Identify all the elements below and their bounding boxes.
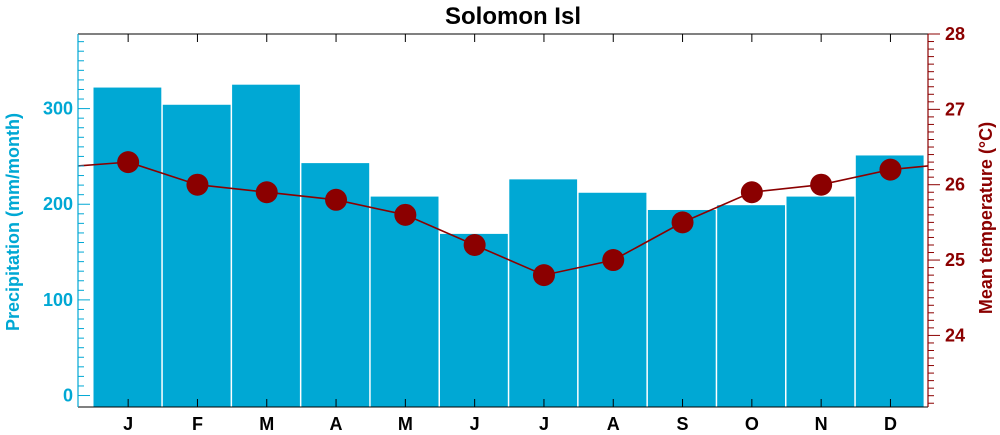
- temp-point-12: [879, 158, 902, 181]
- temperature-line: [77, 151, 929, 287]
- month-label: A: [330, 414, 343, 434]
- plot-frame: [77, 33, 929, 408]
- month-label: N: [815, 414, 828, 434]
- precipitation-bars: [93, 84, 924, 408]
- precip-bar-7: [509, 179, 578, 407]
- precip-bar-1: [93, 87, 162, 408]
- temp-point-6: [463, 233, 486, 256]
- right-tick-label: 25: [945, 250, 965, 270]
- month-label: J: [470, 414, 480, 434]
- temp-point-2: [186, 173, 209, 196]
- precip-bar-9: [647, 209, 716, 407]
- temp-point-5: [394, 203, 417, 226]
- month-label: O: [745, 414, 759, 434]
- precip-bar-3: [232, 84, 300, 407]
- right-axis: 24 25 26 27 28: [928, 24, 965, 404]
- temp-point-11: [810, 173, 833, 196]
- month-label: F: [192, 414, 203, 434]
- temp-point-8: [602, 249, 625, 272]
- precip-bar-12: [855, 155, 924, 407]
- precip-bar-2: [162, 104, 231, 408]
- right-tick-label: 26: [945, 175, 965, 195]
- precip-bar-10: [717, 205, 785, 407]
- right-tick-label: 24: [945, 325, 965, 345]
- left-axis-label: Precipitation (mm/month): [3, 113, 23, 331]
- left-tick-label: 100: [43, 290, 73, 310]
- precip-bar-5: [370, 196, 439, 407]
- month-label: D: [884, 414, 897, 434]
- month-label: J: [539, 414, 549, 434]
- chart-title: Solomon Isl: [445, 3, 581, 30]
- precip-bar-8: [578, 192, 647, 407]
- left-tick-label: 300: [43, 99, 73, 119]
- month-label: A: [607, 414, 620, 434]
- left-axis: 0 100 200 300: [43, 41, 90, 406]
- right-tick-label: 27: [945, 99, 965, 119]
- left-tick-label: 200: [43, 194, 73, 214]
- left-tick-label: 0: [63, 386, 73, 406]
- temperature-series-line: [77, 161, 929, 276]
- temp-point-3: [255, 181, 278, 204]
- month-label: M: [259, 414, 274, 434]
- month-label: M: [398, 414, 413, 434]
- precip-bar-6: [440, 233, 508, 407]
- month-label: J: [123, 414, 133, 434]
- precip-bar-11: [786, 196, 855, 407]
- right-axis-label: Mean temperature (°C): [976, 122, 996, 314]
- month-label: S: [677, 414, 689, 434]
- temp-point-7: [532, 264, 555, 287]
- right-tick-label: 28: [945, 24, 965, 44]
- temp-point-9: [671, 211, 694, 234]
- temp-point-10: [740, 181, 763, 204]
- temp-point-1: [117, 151, 140, 174]
- temp-point-4: [325, 188, 348, 211]
